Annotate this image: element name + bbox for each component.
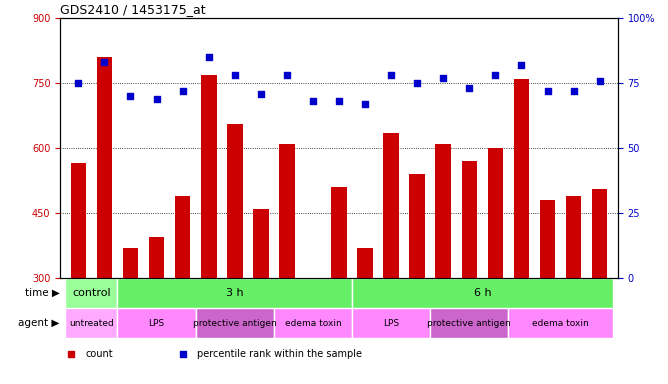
- Point: [360, 101, 371, 107]
- Text: agent ▶: agent ▶: [18, 318, 59, 328]
- Point: [99, 60, 110, 66]
- Bar: [357, 248, 373, 278]
- Text: untreated: untreated: [69, 319, 114, 328]
- Bar: [71, 164, 86, 278]
- Text: percentile rank within the sample: percentile rank within the sample: [197, 349, 362, 359]
- Bar: [201, 74, 216, 278]
- Bar: [430, 308, 508, 338]
- Text: edema toxin: edema toxin: [285, 319, 341, 328]
- Bar: [279, 144, 295, 278]
- Bar: [65, 308, 118, 338]
- Point: [595, 78, 605, 84]
- Bar: [227, 124, 242, 278]
- Text: LPS: LPS: [383, 319, 399, 328]
- Point: [412, 80, 423, 86]
- Bar: [462, 161, 477, 278]
- Text: edema toxin: edema toxin: [532, 319, 589, 328]
- Point: [73, 80, 84, 86]
- Text: count: count: [86, 349, 113, 359]
- Point: [151, 96, 162, 102]
- Point: [125, 93, 136, 99]
- Text: 6 h: 6 h: [474, 288, 491, 298]
- Text: protective antigen: protective antigen: [193, 319, 277, 328]
- Bar: [566, 196, 581, 278]
- Bar: [196, 308, 274, 338]
- Text: LPS: LPS: [148, 319, 164, 328]
- Bar: [508, 308, 613, 338]
- Point: [490, 72, 501, 78]
- Bar: [274, 308, 352, 338]
- Point: [386, 72, 397, 78]
- Bar: [118, 308, 196, 338]
- Point: [516, 62, 527, 68]
- Point: [464, 85, 475, 91]
- Bar: [331, 187, 347, 278]
- Point: [568, 88, 579, 94]
- Point: [334, 98, 345, 104]
- Bar: [175, 196, 190, 278]
- Point: [542, 88, 553, 94]
- Text: 3 h: 3 h: [226, 288, 244, 298]
- Text: control: control: [72, 288, 111, 298]
- Bar: [352, 308, 430, 338]
- Bar: [592, 189, 607, 278]
- Bar: [149, 237, 164, 278]
- Point: [438, 75, 449, 81]
- Bar: [65, 278, 118, 308]
- Bar: [352, 278, 613, 308]
- Text: GDS2410 / 1453175_at: GDS2410 / 1453175_at: [60, 3, 206, 16]
- Text: protective antigen: protective antigen: [428, 319, 511, 328]
- Bar: [97, 57, 112, 278]
- Point: [229, 72, 240, 78]
- Bar: [436, 144, 451, 278]
- Bar: [409, 174, 425, 278]
- Bar: [514, 79, 529, 278]
- Point: [255, 91, 266, 97]
- Point: [203, 54, 214, 60]
- Bar: [118, 278, 352, 308]
- Text: time ▶: time ▶: [25, 288, 59, 298]
- Point: [307, 98, 318, 104]
- Point: [281, 72, 292, 78]
- Point: [177, 88, 188, 94]
- Point: [435, 121, 446, 127]
- Bar: [253, 209, 269, 278]
- Bar: [123, 248, 138, 278]
- Bar: [383, 133, 399, 278]
- Bar: [540, 200, 555, 278]
- Bar: [488, 148, 503, 278]
